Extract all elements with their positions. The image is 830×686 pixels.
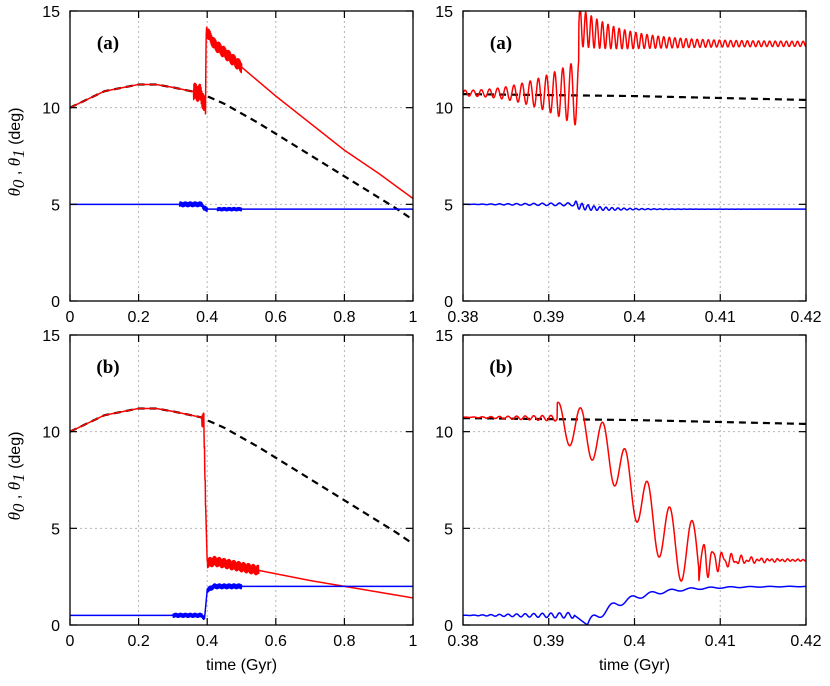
y-tick-label: 15 <box>435 328 453 345</box>
panel-top-right: 0.38 0.39 0.4 0.41 0.42 0 5 10 15 (a) <box>435 4 821 326</box>
series-dashed-black <box>463 417 806 426</box>
series-red <box>463 11 806 126</box>
y-tick-label: 0 <box>51 294 60 311</box>
series-dashed-black <box>463 93 806 102</box>
x-tick-label: 0.38 <box>447 309 478 326</box>
x-axis-label: time (Gyr) <box>599 657 670 674</box>
y-tick-label: 15 <box>42 328 60 345</box>
x-tick-label: 0.4 <box>196 309 218 326</box>
x-tick-label: 0.2 <box>127 633 149 650</box>
x-tick-label: 0.2 <box>127 309 149 326</box>
x-tick-label: 0 <box>66 309 75 326</box>
plot-frame <box>69 334 414 626</box>
panel-tag: (b) <box>96 357 119 378</box>
x-tick-label: 0.42 <box>790 633 821 650</box>
x-tick-label: 0.4 <box>623 309 645 326</box>
series-blue <box>463 585 806 625</box>
y-axis-label-top: θ0 , θ1 (deg) <box>5 108 28 197</box>
series-dashed-black <box>70 407 413 545</box>
y-tick-label: 10 <box>435 101 453 118</box>
x-tick-label: 0.4 <box>196 633 218 650</box>
y-tick-label: 5 <box>444 521 453 538</box>
panel-bottom-right: 0.38 0.39 0.4 0.41 0.42 0 5 10 15 (b) time (Gyr) <box>435 328 821 674</box>
x-tick-label: 0.39 <box>533 633 564 650</box>
series-dashed-black <box>70 83 413 221</box>
y-tick-label: 5 <box>51 521 60 538</box>
plot-frame <box>69 10 414 302</box>
x-tick-label: 0.41 <box>705 309 736 326</box>
series-blue <box>70 583 413 621</box>
x-tick-label: 1 <box>409 633 418 650</box>
x-tick-label: 0.39 <box>533 309 564 326</box>
series-red <box>463 401 806 582</box>
series-blue <box>70 201 413 213</box>
y-tick-label: 5 <box>444 197 453 214</box>
x-tick-label: 0.8 <box>333 633 355 650</box>
y-tick-label: 15 <box>435 4 453 21</box>
y-tick-label: 15 <box>42 4 60 21</box>
panel-tag: (a) <box>490 33 512 54</box>
y-tick-label: 0 <box>444 618 453 635</box>
x-tick-label: 0.6 <box>265 309 287 326</box>
x-tick-label: 0.42 <box>790 309 821 326</box>
y-tick-label: 10 <box>42 425 60 442</box>
y-tick-label: 5 <box>51 197 60 214</box>
x-axis-label: time (Gyr) <box>206 657 277 674</box>
x-tick-label: 0.6 <box>265 633 287 650</box>
x-tick-label: 0.41 <box>705 633 736 650</box>
x-tick-label: 0.8 <box>333 309 355 326</box>
y-tick-label: 10 <box>42 101 60 118</box>
panel-tag: (b) <box>489 357 512 378</box>
x-tick-label: 1 <box>409 309 418 326</box>
series-blue <box>463 200 806 212</box>
x-tick-label: 0.38 <box>447 633 478 650</box>
y-tick-label: 10 <box>435 425 453 442</box>
series-red <box>70 407 413 599</box>
y-axis-label-bottom: θ0 , θ1 (deg) <box>5 432 28 521</box>
y-tick-label: 0 <box>444 294 453 311</box>
y-tick-label: 0 <box>51 618 60 635</box>
series-red <box>70 26 413 200</box>
panel-tag: (a) <box>97 33 119 54</box>
x-tick-label: 0 <box>66 633 75 650</box>
x-tick-label: 0.4 <box>623 633 645 650</box>
